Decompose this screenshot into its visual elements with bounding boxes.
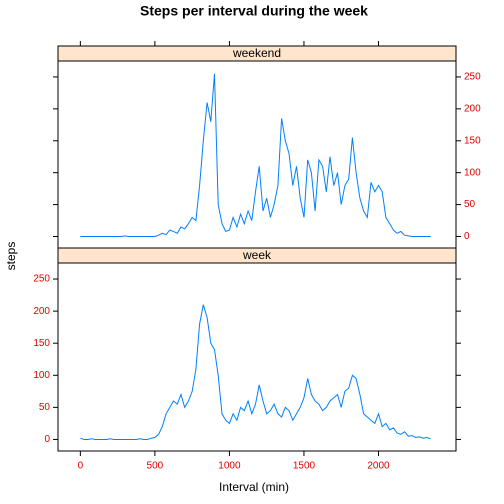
y-tick-label: 200 (33, 306, 50, 317)
y-axis-label: steps (4, 242, 18, 271)
strip-label: week (242, 248, 272, 262)
x-axis-label: Interval (min) (219, 480, 289, 494)
strip-label: weekend (232, 46, 281, 60)
x-tick-label: 1000 (218, 461, 241, 472)
x-tick-label: 0 (78, 461, 84, 472)
y-tick-label: 100 (33, 370, 50, 381)
x-tick-label: 1500 (293, 461, 316, 472)
x-tick-label: 2000 (367, 461, 390, 472)
y-tick-label: 200 (464, 104, 481, 115)
y-tick-label: 150 (464, 135, 481, 146)
y-tick-label: 250 (464, 72, 481, 83)
y-tick-label: 150 (33, 338, 50, 349)
x-tick-label: 500 (147, 461, 164, 472)
series-line (80, 73, 431, 237)
chart-title: Steps per interval during the week (140, 3, 368, 19)
y-tick-label: 50 (39, 402, 51, 413)
y-tick-label: 250 (33, 274, 50, 285)
panel-border (57, 262, 457, 452)
y-tick-label: 0 (464, 231, 470, 242)
y-tick-label: 100 (464, 167, 481, 178)
series-line (80, 304, 431, 440)
panel-border (57, 60, 457, 249)
y-tick-label: 0 (44, 434, 50, 445)
y-tick-label: 50 (464, 199, 476, 210)
